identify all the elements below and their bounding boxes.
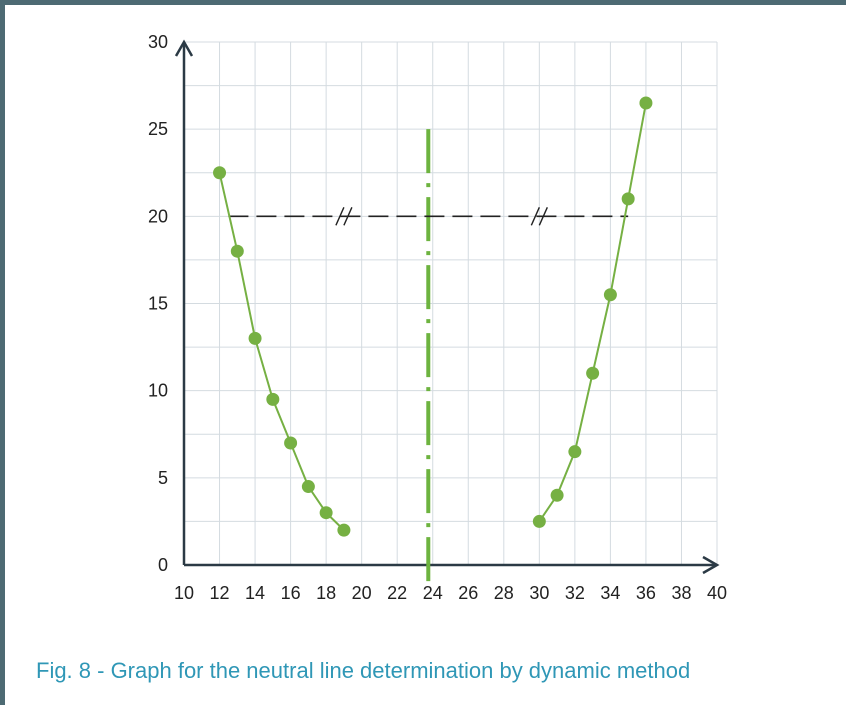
data-point [337,523,351,537]
annotations [228,129,629,585]
data-point [248,331,262,345]
x-axis-arrow [702,555,720,575]
series-line-1 [218,172,345,531]
y-tick-label: 25 [148,119,168,139]
x-tick-label: 34 [600,583,620,603]
data-point [568,445,582,459]
x-tick-label: 20 [352,583,372,603]
x-tick-label: 32 [565,583,585,603]
grid [184,41,718,565]
x-tick-label: 40 [707,583,727,603]
series-line-2 [538,102,647,522]
data-point [284,436,298,450]
y-tick-label: 15 [148,294,168,314]
data-point [230,244,244,258]
x-tick-label: 36 [636,583,656,603]
x-tick-label: 16 [281,583,301,603]
data-point [319,506,333,520]
x-tick-label: 30 [529,583,549,603]
data-point [603,288,617,302]
equal-length-mark [335,207,345,226]
data-point [266,392,280,406]
data-point [301,480,315,494]
equal-length-mark [530,207,540,226]
figure-caption: Fig. 8 - Graph for the neutral line dete… [36,658,691,683]
data-point [532,514,546,528]
axes [174,39,720,575]
data-point [621,192,635,206]
y-tick-label: 0 [158,555,168,575]
y-tick-label: 20 [148,206,168,226]
data-point [586,366,600,380]
equal-length-mark [343,207,353,226]
y-tick-label: 5 [158,468,168,488]
x-tick-label: 38 [671,583,691,603]
y-tick-label: 30 [148,32,168,52]
x-tick-label: 26 [458,583,478,603]
x-tick-label: 12 [210,583,230,603]
equal-length-mark [538,207,548,226]
x-tick-label: 18 [316,583,336,603]
data-point [639,96,653,110]
x-tick-label: 14 [245,583,265,603]
x-tick-label: 22 [387,583,407,603]
x-tick-label: 10 [174,583,194,603]
tick-labels: 10 12 14 16 18 20 22 24 26 28 30 32 34 36 38 40 0 5 10 15 20… [148,32,727,603]
x-tick-label: 24 [423,583,443,603]
data-point [213,166,227,180]
x-tick-label: 28 [494,583,514,603]
y-axis-arrow [174,39,194,57]
neutral-line-chart: 10 12 14 16 18 20 22 24 26 28 30 32 34 36 38 40 0 5 10 15 20… [148,32,727,603]
series-layer [213,96,653,537]
y-tick-label: 10 [148,381,168,401]
data-point [550,488,564,502]
